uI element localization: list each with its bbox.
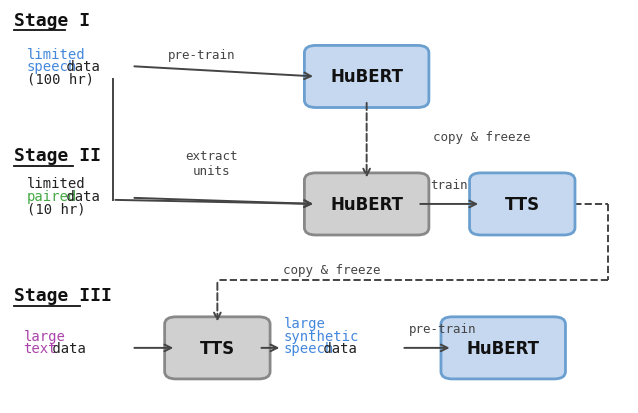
Text: speech: speech — [27, 60, 77, 74]
Text: data: data — [58, 189, 100, 203]
FancyBboxPatch shape — [304, 46, 429, 108]
Text: limited: limited — [27, 48, 85, 62]
Text: limited: limited — [27, 177, 85, 191]
Text: HuBERT: HuBERT — [467, 339, 540, 357]
Text: data: data — [45, 341, 86, 355]
Text: train: train — [431, 178, 468, 191]
FancyBboxPatch shape — [165, 317, 270, 379]
FancyBboxPatch shape — [304, 173, 429, 235]
Text: Stage II: Stage II — [14, 147, 101, 165]
Text: data: data — [315, 341, 357, 355]
Text: copy & freeze: copy & freeze — [433, 130, 531, 143]
FancyBboxPatch shape — [441, 317, 565, 379]
Text: TTS: TTS — [505, 195, 540, 214]
Text: large: large — [24, 329, 66, 343]
Text: pre-train: pre-train — [409, 322, 477, 335]
Text: speech: speech — [283, 341, 334, 355]
Text: pre-train: pre-train — [168, 49, 235, 62]
Text: (10 hr): (10 hr) — [27, 202, 85, 216]
Text: Stage III: Stage III — [14, 287, 112, 304]
Text: paired: paired — [27, 189, 77, 203]
Text: Stage I: Stage I — [14, 12, 90, 30]
Text: copy & freeze: copy & freeze — [283, 263, 380, 277]
Text: extract
units: extract units — [185, 150, 237, 178]
FancyBboxPatch shape — [470, 173, 575, 235]
Text: (100 hr): (100 hr) — [27, 72, 94, 86]
Text: synthetic: synthetic — [283, 329, 359, 343]
Text: HuBERT: HuBERT — [330, 195, 403, 214]
Text: TTS: TTS — [200, 339, 235, 357]
Text: HuBERT: HuBERT — [330, 68, 403, 86]
Text: large: large — [283, 316, 325, 330]
Text: text: text — [24, 341, 57, 355]
Text: data: data — [58, 60, 100, 74]
